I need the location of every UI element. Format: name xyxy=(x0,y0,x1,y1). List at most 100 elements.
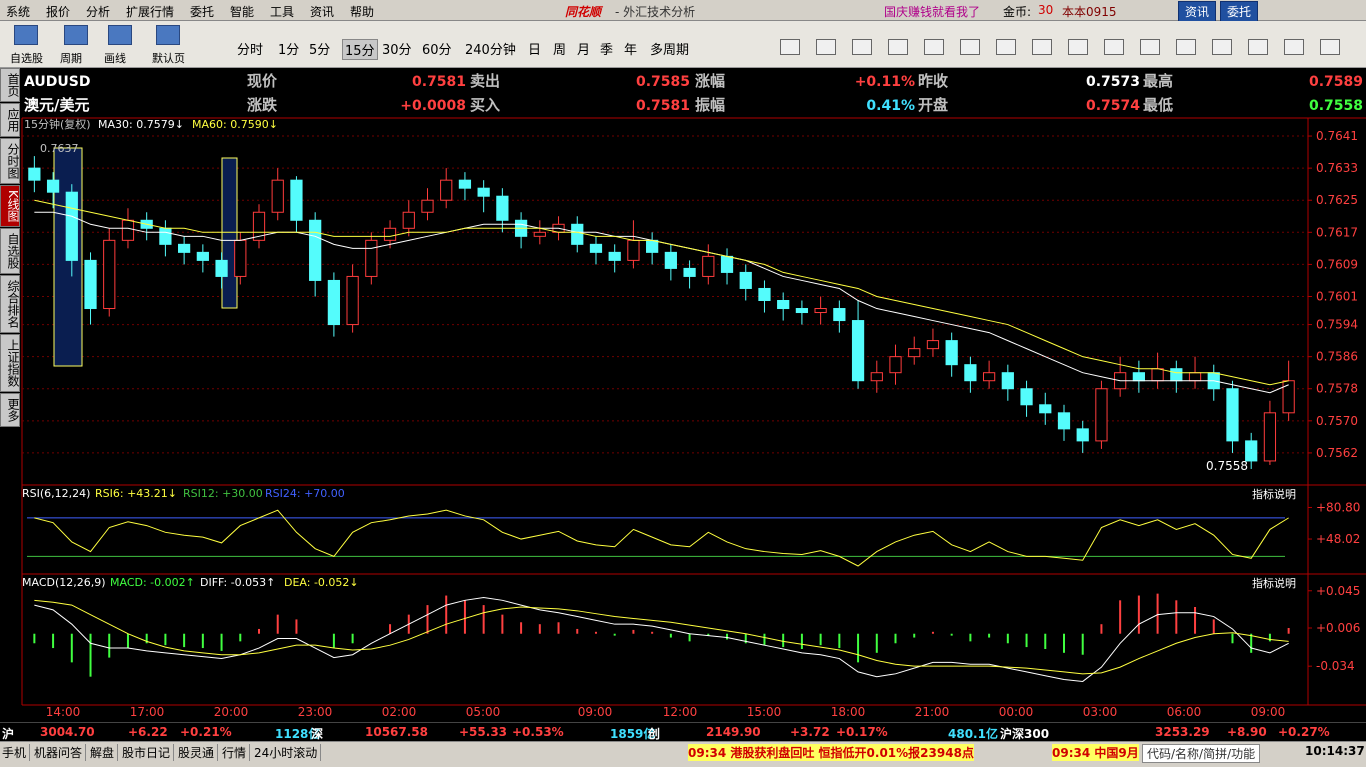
candle-body xyxy=(1282,380,1295,414)
draw-tool[interactable] xyxy=(816,39,836,55)
side-tab[interactable]: 应用 xyxy=(0,103,20,137)
search-box[interactable]: 代码/名称/简拼/功能 xyxy=(1142,744,1261,763)
y-tick-label: 0.7641 xyxy=(1316,129,1358,143)
draw-tool[interactable] xyxy=(1284,39,1304,55)
menu-item[interactable]: 分析 xyxy=(86,5,111,19)
side-tab[interactable]: K线图 xyxy=(0,185,20,227)
side-tab[interactable]: 上证指数 xyxy=(0,333,20,392)
menu-item[interactable]: 报价 xyxy=(46,5,71,19)
candle-body xyxy=(402,211,415,229)
period-button[interactable]: 分时 xyxy=(237,43,264,58)
x-tick-label: 17:00 xyxy=(130,705,165,719)
period-button[interactable]: 240分钟 xyxy=(465,43,516,58)
draw-tool[interactable] xyxy=(1068,39,1088,55)
candle-body xyxy=(739,271,752,289)
field-label: 现价 xyxy=(247,72,278,90)
side-tab[interactable]: 自选股 xyxy=(0,227,20,274)
draw-tool[interactable] xyxy=(960,39,980,55)
draw-tool[interactable] xyxy=(780,39,800,55)
draw-tool[interactable] xyxy=(852,39,872,55)
help-button: 指标说明 xyxy=(1252,487,1296,501)
candle-body xyxy=(795,308,809,314)
period-button[interactable]: 5分 xyxy=(309,43,331,58)
candle-body xyxy=(1039,404,1052,414)
draw-tool[interactable] xyxy=(1140,39,1160,55)
draw-tool[interactable] xyxy=(1248,39,1268,55)
period-button[interactable]: 年 xyxy=(624,43,638,58)
menu-item[interactable]: 工具 xyxy=(270,5,295,19)
side-tab[interactable]: 分时图 xyxy=(0,138,20,184)
draw-tool[interactable] xyxy=(1176,39,1196,55)
status-tab[interactable]: 24小时滚动 xyxy=(254,744,322,761)
tool-label[interactable]: 自选股 xyxy=(10,52,43,65)
draw-tool[interactable] xyxy=(1104,39,1124,55)
macd-label: MACD: -0.002↑ xyxy=(110,576,195,589)
draw-tool[interactable] xyxy=(996,39,1016,55)
period-button[interactable]: 15分 xyxy=(342,39,378,60)
status-tab[interactable]: 行情 xyxy=(222,744,251,761)
menu-item[interactable]: 资讯 xyxy=(310,5,335,19)
draw-tool[interactable] xyxy=(1320,39,1340,55)
candle-body xyxy=(627,239,640,261)
period-button[interactable]: 60分 xyxy=(422,43,452,58)
candle-body xyxy=(28,167,41,181)
draw-tool[interactable] xyxy=(1212,39,1232,55)
field-value: 0.7581 xyxy=(412,74,466,90)
status-tab[interactable]: 股市日记 xyxy=(122,744,175,761)
candle-body xyxy=(1057,412,1071,430)
status-bar: 手机 机器问答 解盘 股市日记 股灵通 行情 24小时滚动 09:34 港股获利盘回吐 恒指低… xyxy=(0,741,1366,767)
period-button[interactable]: 1分 xyxy=(278,43,300,58)
candle-body xyxy=(926,340,940,350)
status-tab[interactable]: 解盘 xyxy=(90,744,119,761)
field-label: 振幅 xyxy=(695,96,725,114)
annotation: 0.7637 xyxy=(40,142,79,155)
macd-label: DEA: -0.052↓ xyxy=(284,576,359,589)
ticker-item: 3004.70 xyxy=(40,725,95,739)
draw-tool[interactable] xyxy=(924,39,944,55)
tool-label[interactable]: 周期 xyxy=(60,52,82,65)
candle-body xyxy=(851,320,865,382)
side-tab[interactable]: 首页 xyxy=(0,68,20,102)
tool-label[interactable]: 默认页 xyxy=(152,52,185,65)
x-tick-label: 06:00 xyxy=(1167,705,1202,719)
period-button[interactable]: 季 xyxy=(600,43,614,58)
menu-item[interactable]: 帮助 xyxy=(350,5,375,19)
period-button[interactable]: 日 xyxy=(528,43,542,58)
y-tick-label: 0.7625 xyxy=(1316,193,1358,207)
x-tick-label: 21:00 xyxy=(915,705,950,719)
period-button[interactable]: 30分 xyxy=(382,43,412,58)
field-label: 买入 xyxy=(470,96,500,114)
period-button[interactable]: 多周期 xyxy=(650,43,690,58)
top-button[interactable]: 资讯 xyxy=(1178,1,1217,22)
menu-item[interactable]: 系统 xyxy=(6,5,31,19)
status-tab[interactable]: 股灵通 xyxy=(178,744,219,761)
period-button[interactable]: 周 xyxy=(553,43,567,58)
ticker-item: +55.33 xyxy=(459,725,508,739)
candle-body xyxy=(608,251,621,261)
help-button: 指标说明 xyxy=(1252,576,1296,590)
candle-body xyxy=(646,239,659,253)
side-tab[interactable]: 综合排名 xyxy=(0,274,20,333)
draw-tool[interactable] xyxy=(1032,39,1052,55)
menu-item[interactable]: 扩展行情 xyxy=(126,5,175,19)
candle-body xyxy=(383,227,397,241)
candle-body xyxy=(103,239,116,310)
status-tab[interactable]: 手机 xyxy=(2,744,31,761)
ticker-item: 1859亿 xyxy=(610,727,656,741)
side-tab[interactable]: 更多 xyxy=(0,392,20,427)
menu-item[interactable]: 智能 xyxy=(230,5,255,19)
draw-tool[interactable] xyxy=(888,39,908,55)
ticker-item: +0.17% xyxy=(836,725,888,739)
candle-body xyxy=(234,239,247,277)
candle-body xyxy=(215,259,228,277)
x-tick-label: 00:00 xyxy=(999,705,1034,719)
menu-item[interactable]: 委托 xyxy=(190,5,215,19)
candle-body xyxy=(1132,372,1145,382)
tool-label[interactable]: 画线 xyxy=(104,52,126,65)
status-tab[interactable]: 机器问答 xyxy=(34,744,87,761)
period-button[interactable]: 月 xyxy=(577,43,591,58)
x-tick-label: 18:00 xyxy=(831,705,866,719)
field-label: 涨跌 xyxy=(247,96,278,114)
top-button[interactable]: 委托 xyxy=(1220,1,1259,22)
